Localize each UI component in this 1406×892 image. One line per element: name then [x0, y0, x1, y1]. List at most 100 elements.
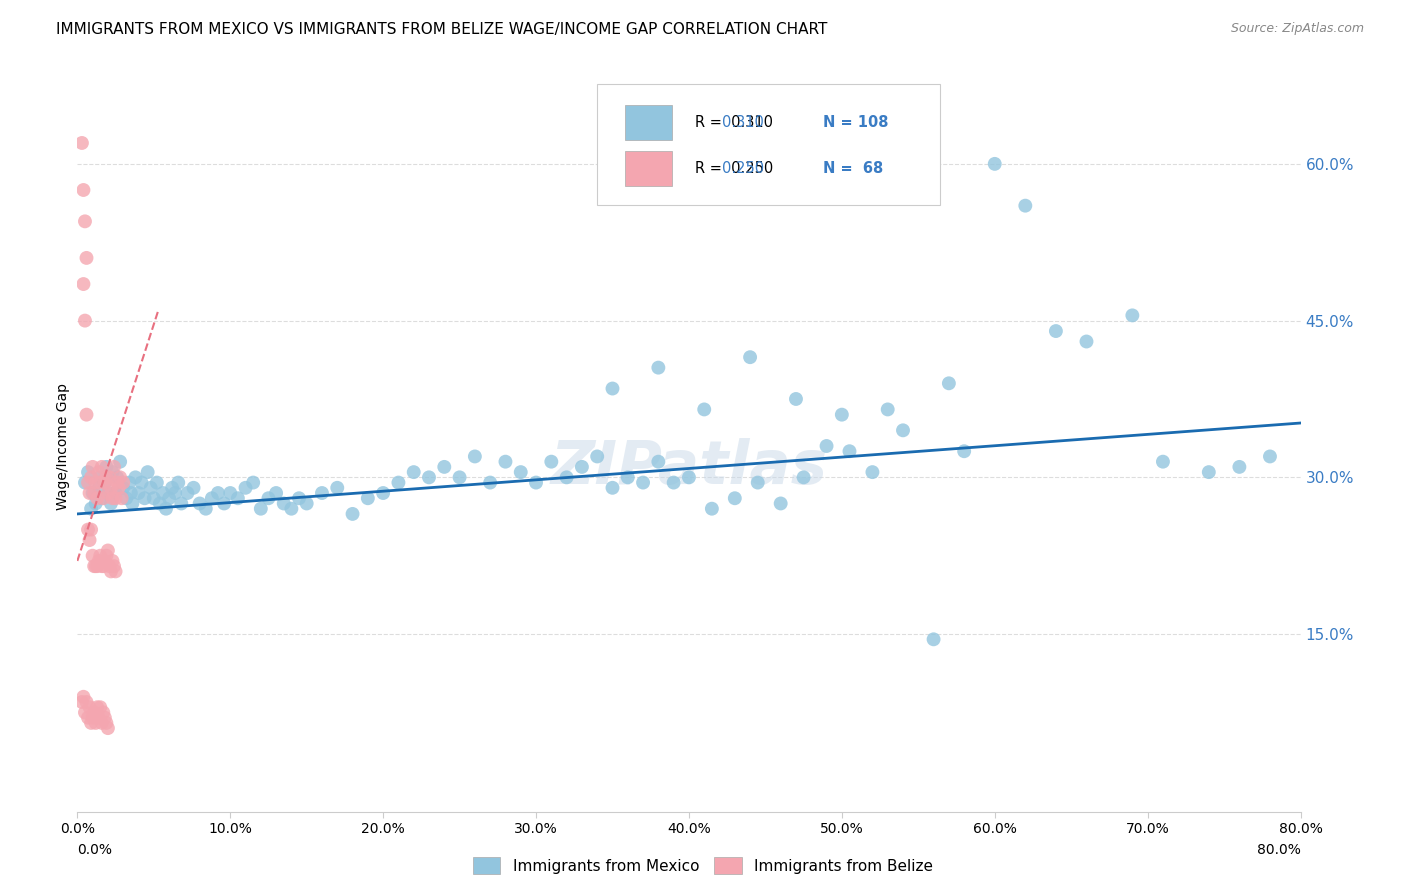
Point [1229, 459, 1251, 474]
Point [831, 408, 853, 422]
Point [112, 475, 135, 490]
Point [76, 408, 98, 422]
Text: R =  0.250: R = 0.250 [695, 161, 773, 177]
Point [84, 715, 107, 730]
Point [540, 455, 562, 469]
Point [104, 486, 127, 500]
Point [77, 711, 100, 725]
Point [90, 491, 112, 506]
Point [235, 481, 257, 495]
Point [785, 392, 807, 406]
Point [80, 470, 103, 484]
Point [105, 475, 128, 490]
Point [326, 481, 349, 495]
Point [96, 715, 118, 730]
Point [87, 481, 110, 495]
Point [79, 700, 101, 714]
Point [120, 486, 142, 500]
Bar [626, 152, 672, 186]
Point [121, 496, 143, 510]
Point [108, 455, 131, 469]
Point [862, 465, 884, 479]
Point [97, 543, 120, 558]
Point [115, 491, 138, 506]
Point [157, 491, 180, 506]
Point [86, 700, 108, 714]
Text: ZIPatlas: ZIPatlas [550, 439, 828, 498]
Point [112, 481, 135, 495]
Point [72, 690, 94, 704]
Legend: Immigrants from Mexico, Immigrants from Belize: Immigrants from Mexico, Immigrants from … [467, 851, 939, 880]
Point [555, 470, 578, 484]
Point [73, 475, 96, 490]
Point [146, 475, 169, 490]
Text: 0.310: 0.310 [721, 115, 763, 130]
Point [647, 360, 669, 375]
Point [984, 157, 1007, 171]
Point [103, 459, 125, 474]
Point [524, 475, 547, 490]
Point [87, 711, 110, 725]
Point [72, 277, 94, 291]
Point [571, 459, 593, 474]
Point [83, 559, 105, 574]
Point [77, 523, 100, 537]
Point [793, 470, 815, 484]
Point [155, 501, 177, 516]
Point [160, 481, 183, 495]
Point [201, 491, 224, 506]
Point [86, 559, 108, 574]
Point [617, 470, 640, 484]
Point [342, 507, 364, 521]
Point [1045, 324, 1067, 338]
Point [194, 501, 217, 516]
Point [77, 475, 100, 490]
Text: N =  68: N = 68 [824, 161, 884, 177]
Point [72, 183, 94, 197]
Point [101, 491, 124, 506]
Point [740, 350, 762, 364]
Point [94, 475, 117, 490]
Point [84, 475, 107, 490]
Text: 0.0%: 0.0% [77, 843, 112, 857]
Point [876, 402, 898, 417]
Point [89, 475, 111, 490]
Point [96, 470, 118, 484]
Y-axis label: Wage/Income Gap: Wage/Income Gap [56, 383, 70, 509]
Point [678, 470, 700, 484]
Point [226, 491, 249, 506]
Point [273, 496, 295, 510]
Point [1198, 465, 1220, 479]
Point [134, 491, 156, 506]
Point [87, 465, 110, 479]
Point [602, 481, 624, 495]
Point [631, 475, 654, 490]
Point [142, 491, 165, 506]
Point [257, 491, 280, 506]
Point [922, 632, 945, 647]
Point [79, 533, 101, 547]
Point [87, 554, 110, 568]
Point [149, 496, 172, 510]
Point [105, 470, 128, 484]
Point [104, 491, 127, 506]
Point [77, 465, 100, 479]
Point [97, 721, 120, 735]
Point [1014, 199, 1036, 213]
Point [89, 700, 111, 714]
Point [1121, 309, 1143, 323]
Text: R =  0.310: R = 0.310 [695, 115, 773, 130]
Point [724, 491, 747, 506]
Point [124, 470, 146, 484]
Point [264, 486, 287, 500]
Point [769, 496, 792, 510]
Point [101, 554, 124, 568]
Bar [626, 105, 672, 140]
Point [418, 470, 440, 484]
Point [449, 470, 471, 484]
Point [136, 465, 159, 479]
Point [73, 706, 96, 720]
Point [183, 481, 205, 495]
Point [387, 475, 409, 490]
Point [73, 214, 96, 228]
